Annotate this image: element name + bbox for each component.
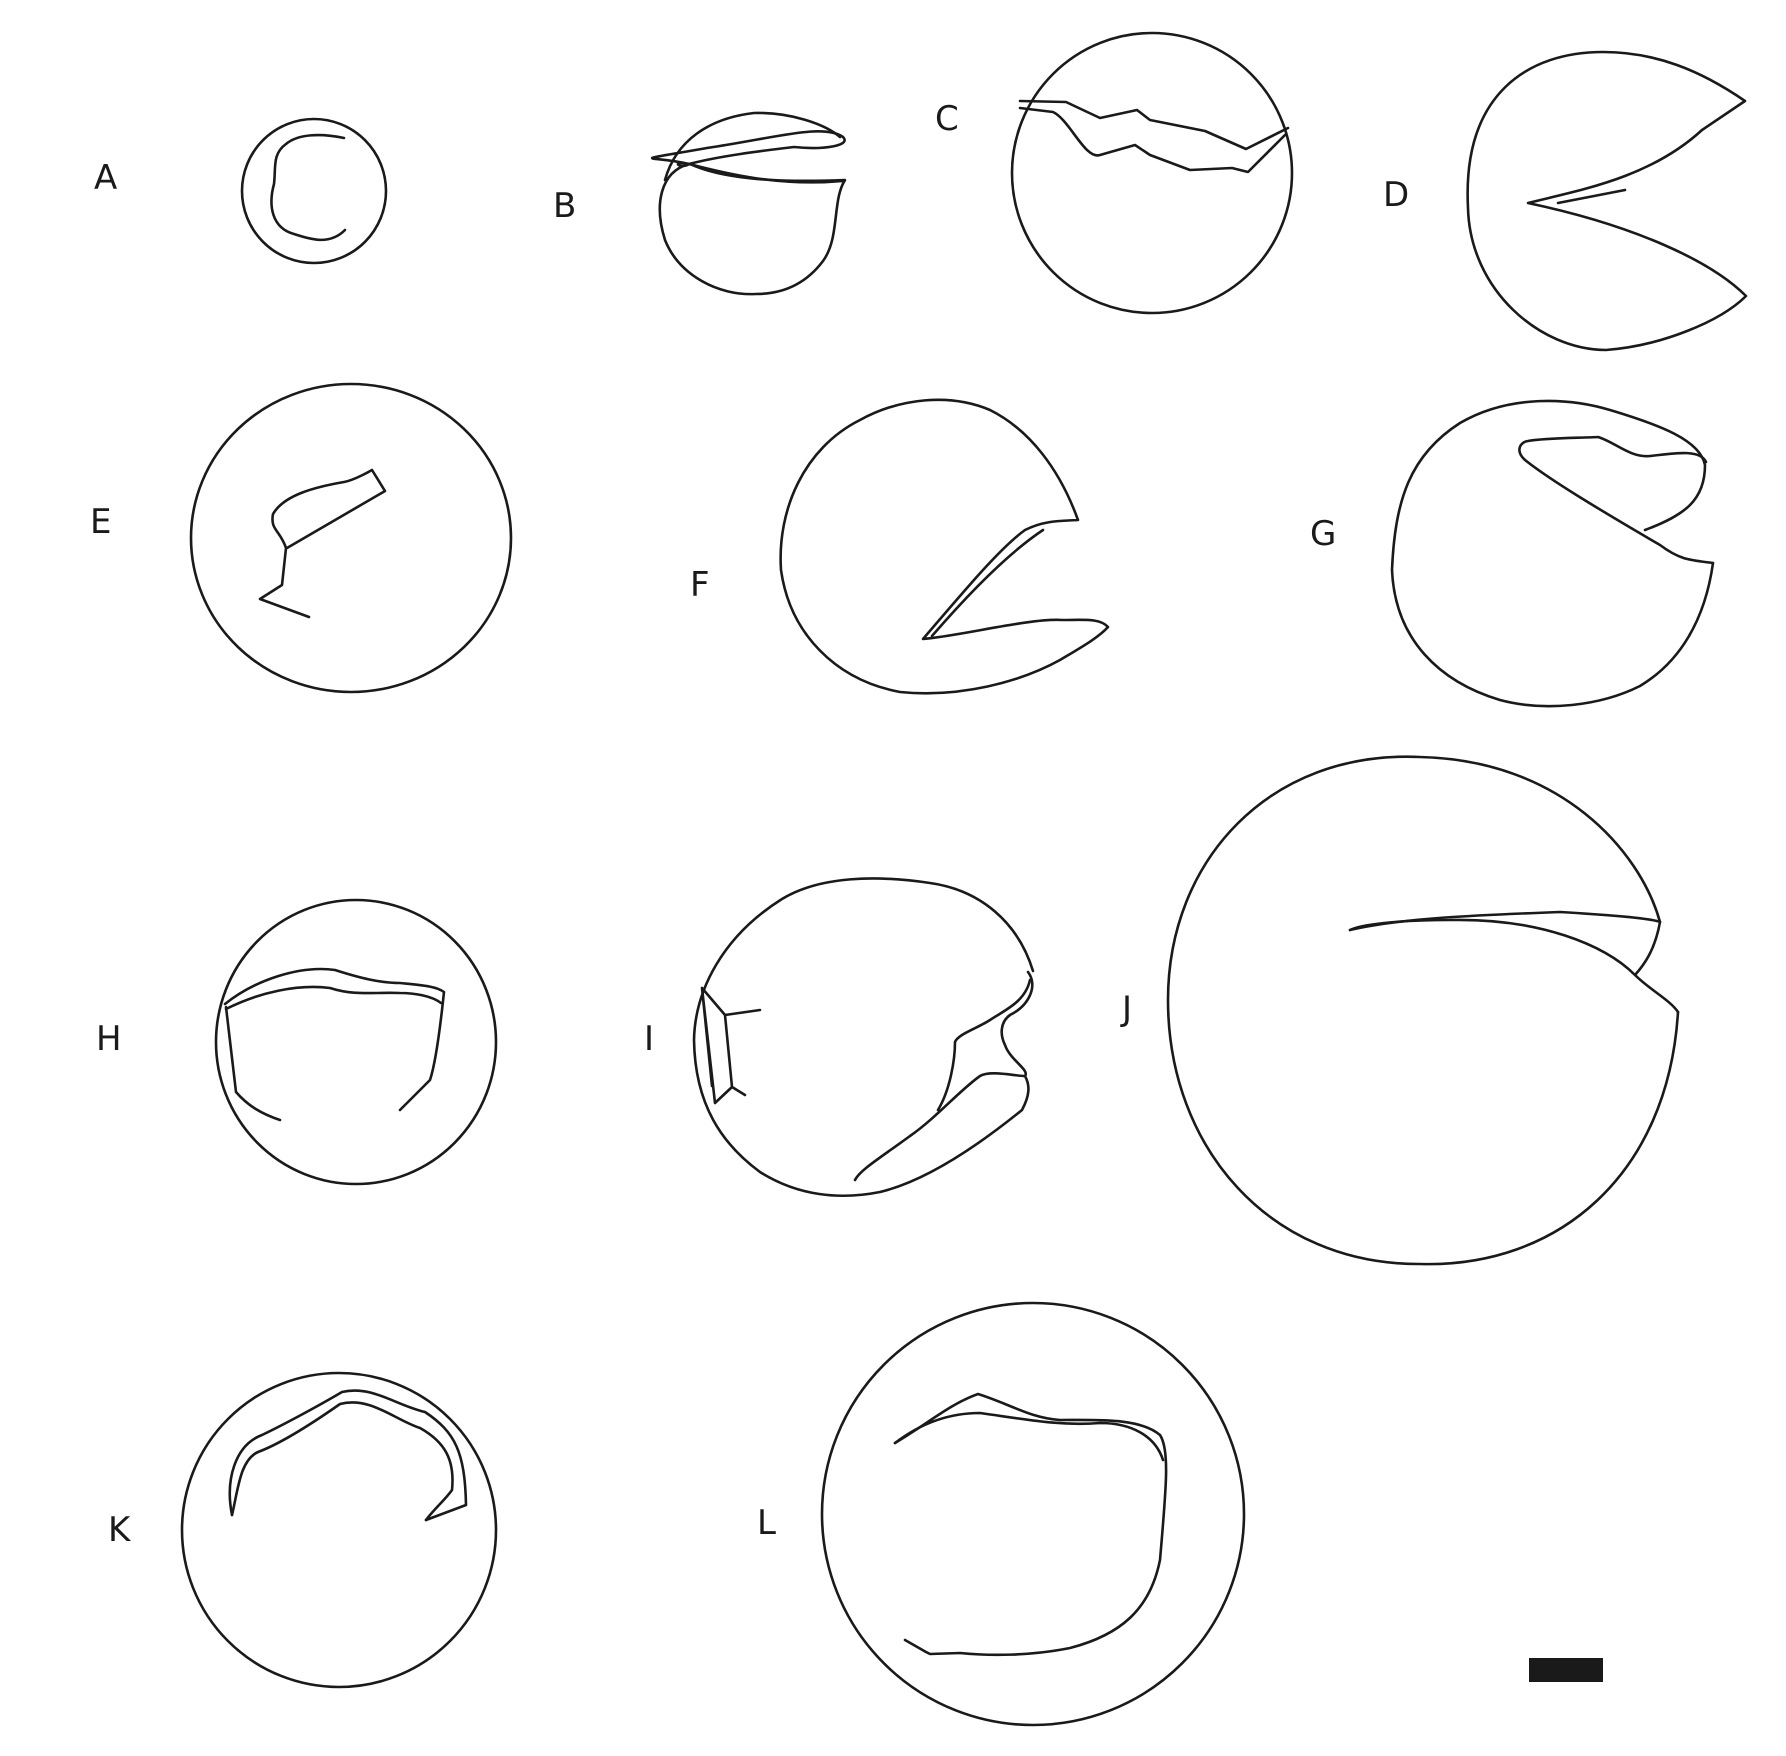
specimen-l-aperture-inner xyxy=(893,1411,1165,1462)
specimen-f-outline xyxy=(779,398,1110,695)
panel-label-g: G xyxy=(1310,514,1337,554)
specimen-i-outline xyxy=(692,877,1035,1198)
specimen-k-aperture-inner xyxy=(230,1401,454,1522)
specimen-b-top xyxy=(663,111,842,182)
scale-bar xyxy=(1529,1658,1603,1682)
specimen-a-outline xyxy=(240,117,388,265)
specimen-j xyxy=(1166,755,1680,1266)
panel-label-h: H xyxy=(96,1019,122,1059)
specimen-h-aperture-outer xyxy=(223,967,446,1112)
specimen-d-inner xyxy=(1556,188,1627,205)
panel-label-f: F xyxy=(690,565,710,605)
specimen-a xyxy=(240,117,388,265)
panel-label-a: A xyxy=(94,158,118,198)
specimen-k-outline xyxy=(180,1371,498,1689)
specimen-b xyxy=(650,111,847,296)
panel-label-j: J xyxy=(1122,989,1133,1029)
panel-label-d: D xyxy=(1383,175,1410,215)
specimen-l xyxy=(820,1301,1246,1727)
specimen-i-inner xyxy=(936,978,1032,1112)
specimen-c-outline xyxy=(1010,31,1294,315)
specimen-j-aperture xyxy=(1348,910,1680,1014)
specimen-g-aperture xyxy=(1518,435,1715,565)
specimen-d-outline xyxy=(1466,50,1748,352)
specimen-b-outline xyxy=(650,130,847,296)
specimen-e-aperture xyxy=(258,468,387,619)
specimen-g xyxy=(1390,399,1715,708)
specimen-k-aperture-outer xyxy=(228,1389,468,1522)
specimen-a-aperture xyxy=(270,133,347,242)
panel-label-l: L xyxy=(757,1503,776,1543)
specimen-f xyxy=(779,398,1110,695)
specimen-d xyxy=(1466,50,1748,352)
specimen-e xyxy=(189,382,513,694)
specimen-h-left xyxy=(224,1005,282,1122)
specimen-l-aperture-outer xyxy=(893,1392,1168,1657)
panel-label-e: E xyxy=(90,502,112,542)
specimen-j-outline xyxy=(1166,755,1680,1266)
panel-label-b: B xyxy=(553,186,577,226)
specimen-h-outline xyxy=(214,898,498,1186)
specimen-k xyxy=(180,1371,498,1689)
panel-label-k: K xyxy=(108,1510,131,1550)
specimen-f-inner xyxy=(930,528,1045,638)
specimen-g-outline xyxy=(1390,399,1715,708)
specimen-l-outline xyxy=(820,1301,1246,1727)
specimen-c-aperture-outer xyxy=(1018,99,1290,151)
specimen-c xyxy=(1010,31,1294,315)
specimen-h-aperture-inner xyxy=(224,985,443,1011)
specimen-h xyxy=(214,898,498,1186)
specimen-i xyxy=(692,877,1035,1198)
specimen-c-aperture-inner xyxy=(1018,106,1287,174)
specimen-e-outline xyxy=(189,382,513,694)
panel-label-c: C xyxy=(935,99,959,139)
panel-label-i: I xyxy=(644,1019,655,1059)
specimen-i-left-suture xyxy=(700,986,762,1105)
specimen-b-aperture xyxy=(687,162,845,184)
specimen-i-aperture xyxy=(853,970,1034,1182)
